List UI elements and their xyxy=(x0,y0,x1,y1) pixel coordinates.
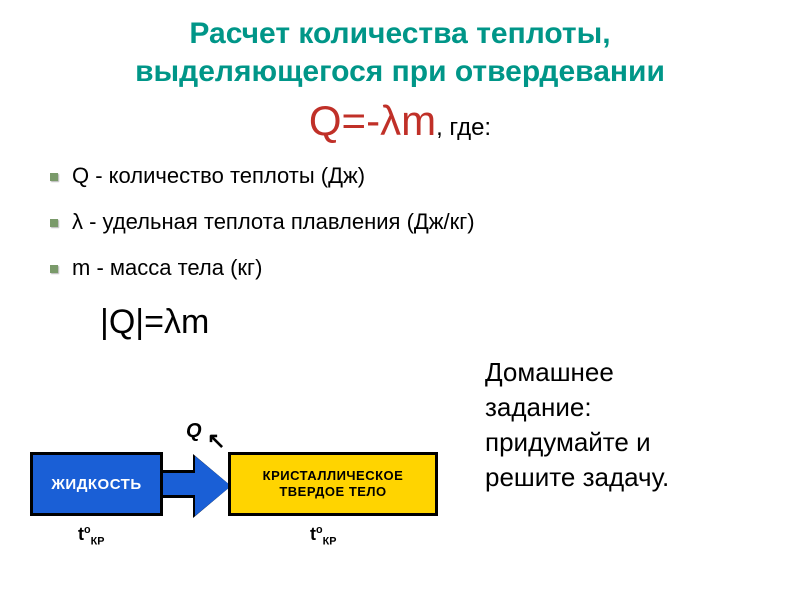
temperature-label-left: toКР xyxy=(78,524,104,548)
homework-line: задание: xyxy=(485,390,745,425)
heat-arrow-icon: ↖ xyxy=(207,428,225,454)
list-item: Q - количество теплоты (Дж) xyxy=(50,163,800,189)
formula-expression: Q=-λm xyxy=(309,97,436,144)
q-symbol: Q xyxy=(186,420,202,443)
definition-list: Q - количество теплоты (Дж) λ - удельная… xyxy=(50,163,800,281)
list-item: m - масса тела (кг) xyxy=(50,255,800,281)
bullet-icon xyxy=(50,173,58,181)
liquid-box: ЖИДКОСТЬ xyxy=(30,452,163,516)
list-item: λ - удельная теплота плавления (Дж/кг) xyxy=(50,209,800,235)
bullet-icon xyxy=(50,219,58,227)
homework-block: Домашнее задание: придумайте и решите за… xyxy=(485,355,745,495)
temperature-label-right: toКР xyxy=(310,524,336,548)
page-title: Расчет количества теплоты, выделяющегося… xyxy=(0,0,800,95)
bullet-text: Q - количество теплоты (Дж) xyxy=(72,163,365,188)
solid-box: КРИСТАЛЛИЧЕСКОЕ ТВЕРДОЕ ТЕЛО xyxy=(228,452,438,516)
homework-line: решите задачу. xyxy=(485,460,745,495)
transition-arrow-head-icon xyxy=(195,456,231,516)
bullet-text: λ - удельная теплота плавления (Дж/кг) xyxy=(72,209,475,234)
title-line-2: выделяющегося при отвердевании xyxy=(30,53,770,91)
liquid-label: ЖИДКОСТЬ xyxy=(51,476,141,493)
formula-suffix: , где: xyxy=(436,114,491,141)
homework-line: Домашнее xyxy=(485,355,745,390)
solid-label-line2: ТВЕРДОЕ ТЕЛО xyxy=(279,484,386,500)
transition-arrow-body xyxy=(163,470,198,498)
title-line-1: Расчет количества теплоты, xyxy=(30,15,770,53)
main-formula: Q=-λm, где: xyxy=(0,97,800,145)
bullet-text: m - масса тела (кг) xyxy=(72,255,262,280)
phase-diagram: Q ↖ ЖИДКОСТЬ КРИСТАЛЛИЧЕСКОЕ ТВЕРДОЕ ТЕЛ… xyxy=(30,430,450,580)
homework-line: придумайте и xyxy=(485,425,745,460)
solid-label-line1: КРИСТАЛЛИЧЕСКОЕ xyxy=(263,468,404,484)
abs-formula: |Q|=λm xyxy=(100,303,800,342)
bullet-icon xyxy=(50,265,58,273)
